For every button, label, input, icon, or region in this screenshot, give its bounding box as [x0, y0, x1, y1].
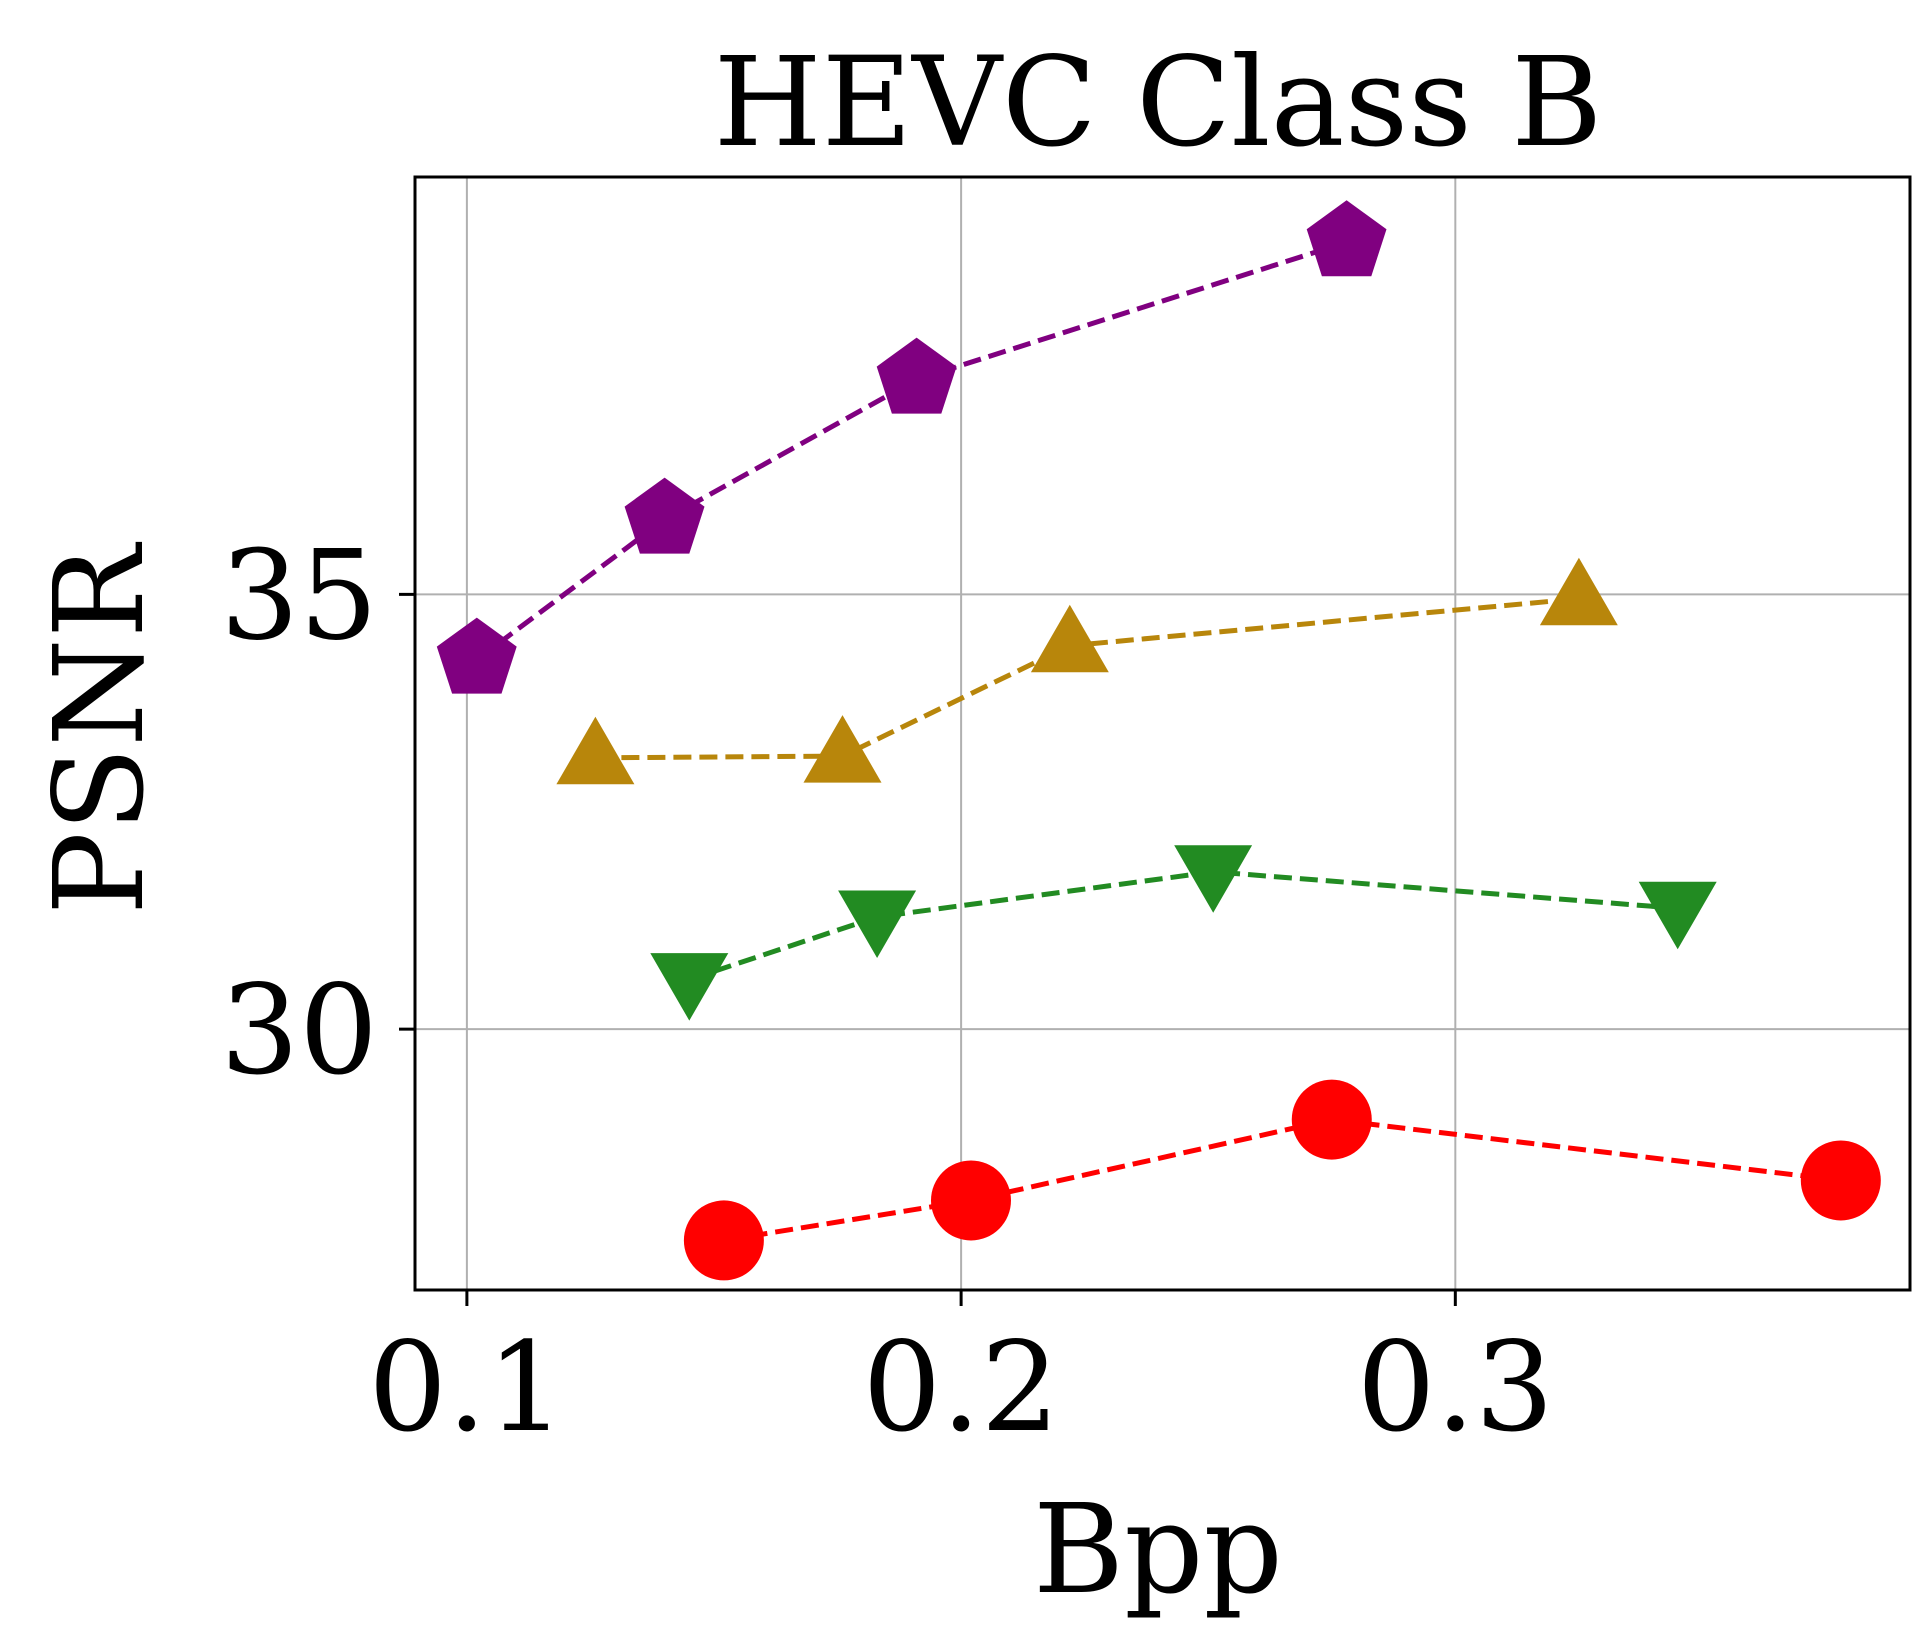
series-line-goldenrod	[595, 596, 1580, 761]
point-red-1	[930, 1160, 1011, 1241]
y-axis-label: PSNR	[28, 541, 172, 915]
point-purple-1	[624, 477, 705, 554]
series-markers	[436, 200, 1881, 1281]
point-purple-3	[1306, 200, 1387, 277]
y-tick-label-0: 30	[220, 959, 378, 1103]
x-axis-label: Bpp	[1033, 1478, 1283, 1622]
point-purple-0	[436, 617, 517, 694]
x-axis-ticks: 0.1 0.2 0.3	[368, 1290, 1554, 1460]
point-green-2	[1174, 845, 1253, 913]
x-tick-label-1: 0.2	[863, 1316, 1060, 1460]
point-red-2	[1291, 1079, 1372, 1160]
x-tick-label-2: 0.3	[1357, 1316, 1554, 1460]
point-green-0	[650, 953, 729, 1021]
x-tick-label-0: 0.1	[368, 1316, 565, 1460]
series-line-red	[723, 1117, 1842, 1243]
point-red-0	[683, 1200, 764, 1281]
series-lines	[475, 239, 1842, 1243]
y-tick-label-1: 35	[220, 524, 378, 668]
point-goldenrod-3	[1539, 557, 1618, 626]
grid-lines	[415, 177, 1910, 1290]
point-goldenrod-2	[1030, 604, 1109, 673]
series-line-green	[688, 869, 1678, 982]
point-goldenrod-0	[556, 716, 635, 785]
chart-title: HEVC Class B	[714, 31, 1603, 175]
point-goldenrod-1	[803, 715, 882, 783]
y-axis-ticks: 30 35	[220, 524, 415, 1103]
series-line-purple	[475, 239, 1348, 662]
point-green-3	[1638, 881, 1717, 950]
point-red-3	[1800, 1140, 1881, 1221]
point-purple-2	[876, 337, 957, 414]
point-green-1	[838, 890, 917, 958]
plot-frame	[413, 175, 1912, 1292]
